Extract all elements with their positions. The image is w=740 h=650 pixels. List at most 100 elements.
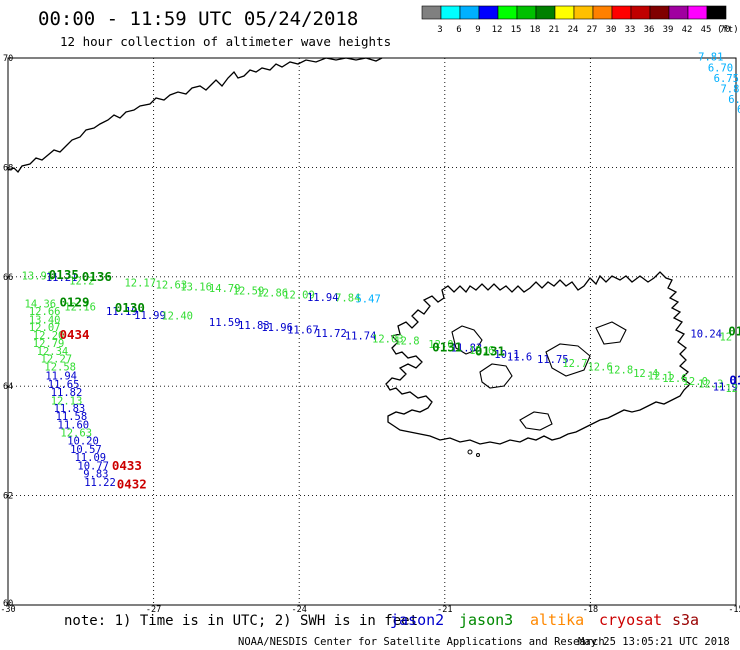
colorbar-swatch [459,5,480,20]
wave-height-value: 12.66 [29,306,61,318]
latitude-label: 68 [3,163,13,173]
colorbar-swatch [535,5,556,20]
colorbar-swatch [421,5,442,20]
wave-height-value: 11.65 [48,379,80,391]
colorbar-swatch [516,5,537,20]
longitude-label: -30 [0,605,15,615]
wave-height-value: 13.91 [22,271,54,283]
colorbar-tick-label: 27 [587,25,598,35]
pass-time-label: 0434 [59,327,89,342]
graticule [8,58,736,605]
wave-height-value: 11.99 [134,310,166,322]
wave-height-value: 13.16 [180,281,212,293]
colorbar-tick-label: 12 [492,25,503,35]
axis-labels: 70 68 66 64 62 60-30 -27 -24 -21 -18 -15 [0,54,740,615]
pass-time-label: 013 [728,323,740,338]
colorbar-swatch [706,5,727,20]
latitude-label: 62 [3,492,13,502]
wave-height-value: 12.34 [37,346,69,358]
colorbar-swatch [668,5,689,20]
pass-time-label: 0136 [82,269,112,284]
wave-height-value: 13.40 [29,314,61,326]
wave-height-value: 11.60 [58,419,90,431]
wave-height-value: 11.74 [345,331,377,343]
iceland-inner-outline-4 [595,321,627,345]
legend-s3a: s3a [672,611,699,629]
iceland-inner-outline [451,325,483,355]
wave-height-value: 12 [719,331,732,343]
colorbar-tick-label: 39 [663,25,674,35]
wave-height-value: 10.77 [77,460,109,472]
longitude-label: -21 [437,605,452,615]
timestamp-text: May 25 13:05:21 UTC 2018 [578,636,730,648]
longitude-label: -18 [583,605,598,615]
greenland-coastline [7,57,383,174]
island [476,453,480,457]
colorbar-swatch [687,5,708,20]
wave-height-value: 10.57 [70,444,102,456]
colorbar-tick-label: 21 [549,25,560,35]
footer-note: note: 1) Time is in UTC; 2) SWH is in fe… [64,613,418,629]
pass-time-label: 0433 [112,458,142,473]
latitude-label: 70 [3,54,13,64]
wave-height-value: 12.40 [161,310,193,322]
legend-cryosat: cryosat [599,611,662,629]
wave-height-value: 10.20 [67,436,99,448]
wave-height-value: 11.09 [74,452,106,464]
wave-height-value: 11.72 [315,328,347,340]
wave-height-value: 9.83 [83,469,108,481]
legend-altika: altika [530,611,584,629]
wave-height-value: 11.83 [54,403,86,415]
colorbar-tick-label: 9 [475,25,480,35]
wave-height-value: 10.1 [494,349,519,361]
wave-height-value: 11.67 [287,325,319,337]
credit-text: NOAA/NESDIS Center for Satellite Applica… [238,636,605,648]
wave-height-value: 12.16 [64,302,96,314]
wave-height-value: 12.07 [29,322,61,334]
wave-height-value: 11.22 [84,477,116,489]
wave-height-value: 12.20 [33,330,65,342]
wave-height-value: 12.63 [60,428,92,440]
wave-height-value: 11.6 [507,351,532,363]
wave-height-value: 14.79 [209,283,241,295]
iceland-inner-outline-2 [479,363,513,389]
wave-height-value: 7.83 [720,83,740,95]
wave-height-value: 12.4 [633,368,658,380]
iceland-inner-outline-3 [545,343,591,377]
colorbar-swatch [649,5,670,20]
pass-time-label: 0432 [117,476,147,491]
legend-jason3: jason3 [459,611,513,629]
wave-height-value: 12.58 [44,361,76,373]
pass-time-label: 01 [729,373,740,388]
colorbar-tick-label: 24 [568,25,579,35]
latitude-label: 64 [3,382,13,392]
wave-height-value: 12.7 [562,358,587,370]
wave-height-value: 12.2 [69,275,94,287]
wave-height-value: 6.94 [728,94,740,106]
colorbar-unit: (ft) [717,25,739,35]
wave-height-value: 14.36 [25,298,57,310]
longitude-label: -15 [728,605,740,615]
page-subtitle: 12 hour collection of altimeter wave hei… [60,34,391,49]
colorbar-legend: 3 6 9 12 15 18 21 24 27 30 33 36 39 42 45 70(ft) [421,5,739,35]
wave-height-value: 11.9 [713,382,738,394]
wave-height-labels: 7.816.706.757.836.946.856.816.5513.9111.… [22,52,740,489]
colorbar-swatch [592,5,613,20]
colorbar-tick-label: 30 [606,25,617,35]
legend-jason2: jason2 [390,611,444,629]
wave-height-value: 11.59 [209,317,241,329]
wave-height-value: 12.79 [33,338,65,350]
wave-height-value: 11.58 [56,411,88,423]
colorbar-tick-label: 6 [456,25,461,35]
wave-height-value: 12.0 [428,339,453,351]
colorbar-swatch [478,5,499,20]
wave-height-value: 12.27 [41,354,73,366]
wave-height-value: 12.03 [372,333,404,345]
wave-height-value: 7.84 [335,292,360,304]
longitude-label: -24 [292,605,307,615]
longitude-label: -27 [146,605,161,615]
wave-height-value: 10.24 [690,329,722,341]
colorbar-tick-label: 15 [511,25,522,35]
